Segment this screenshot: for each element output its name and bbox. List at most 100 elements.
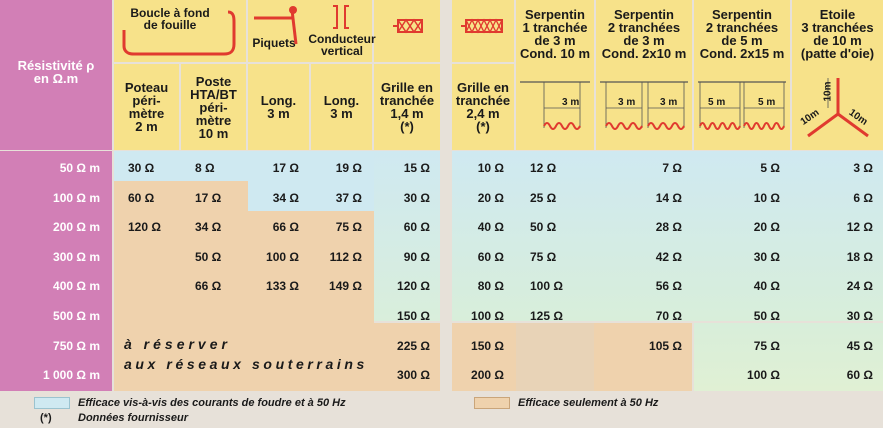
conducteur-blue-fill [311,151,374,211]
serpentin-1-dim: 3 m [562,97,580,108]
grille14-blue-fill [374,151,440,321]
col-grille14-label: Grille en tranchée 1,4 m (*) [379,80,435,134]
poteau-blue-fill [114,151,181,181]
table-cell: 50 Ω [753,309,780,323]
col-piquet-long-label: Long. 3 m [260,93,297,121]
col-grille24-label: Grille en tranchée 2,4 m (*) [455,80,511,134]
serpentin-1-diagram [520,81,590,130]
piquets-label: Piquets [252,36,296,50]
table-cell: 60 Ω [477,250,504,264]
table-cell: 66 Ω [272,220,299,234]
table-cell [311,331,372,361]
etoile-header [792,0,883,150]
table-cell: 10 Ω [753,191,780,205]
table-cell: 150 Ω [397,309,430,323]
table-cell: 66 Ω [195,279,222,293]
table-cell: 40 Ω [477,220,504,234]
table-cell: 149 Ω [329,279,362,293]
table-cell: 30 Ω [846,309,873,323]
table-cell: 225 Ω [397,339,430,353]
col-piquet-long-header [248,64,309,150]
right-lower-green [694,323,883,391]
table-cell [181,301,246,331]
col-poteau-header [114,64,179,150]
serpentin-1-header [516,0,594,150]
table-cell: 14 Ω [655,191,682,205]
serpentin-2-dim-b: 3 m [660,97,678,108]
grille24-icon [461,18,503,34]
table-cell: 37 Ω [335,191,362,205]
table-cell [516,331,594,361]
col-poste-header [181,64,246,150]
table-cell: 125 Ω [530,309,563,323]
table-cell: 75 Ω [335,220,362,234]
table-cell: 6 Ω [853,191,873,205]
col-conducteur-long-label: Long. 3 m [323,93,360,121]
table-cell: 70 Ω [655,309,682,323]
table-cell: 20 Ω [753,220,780,234]
table-cell [516,360,594,390]
serpentin-3-diagram [698,81,786,130]
boucle-icon [122,10,236,56]
resistivity-value: 400 Ω m [53,279,100,293]
col-grille24-header [452,64,514,150]
table-cell: 75 Ω [753,339,780,353]
table-cell: 50 Ω [530,220,557,234]
table-cell: 3 Ω [853,161,873,175]
table-cell: 15 Ω [403,161,430,175]
table-cell: 17 Ω [195,191,222,205]
table-cell: 45 Ω [846,339,873,353]
table-cell: 133 Ω [266,279,299,293]
table-cell [311,301,372,331]
resistivity-value: 200 Ω m [53,220,100,234]
reserve-line-2: aux réseaux souterrains [124,356,368,372]
table-cell: 28 Ω [655,220,682,234]
table-cell: 30 Ω [753,250,780,264]
table-cell: 120 Ω [128,220,161,234]
etoile-diagram [807,78,869,138]
etoile-label: Etoile 3 tranchées de 10 m (patte d'oie) [800,7,875,61]
table-cell: 7 Ω [662,161,682,175]
table-cell: 10 Ω [477,161,504,175]
table-cell: 100 Ω [266,250,299,264]
boucle-label: Boucle à fond de fouille [130,6,210,32]
resistivity-value: 500 Ω m [53,309,100,323]
boucle-group-header [114,0,246,62]
table-cell: 112 Ω [329,250,362,264]
table-cell: 75 Ω [530,250,557,264]
table-cell: 100 Ω [530,279,563,293]
resistivity-value: 100 Ω m [53,191,100,205]
grille14-beige-fill [374,323,440,391]
legend-blue-text: Efficace vis-à-vis des courants de foudr… [78,397,346,409]
table-cell: 90 Ω [403,250,430,264]
table-cell: 18 Ω [846,250,873,264]
serpentin-2-dim-a: 3 m [618,97,636,108]
table-cell: 34 Ω [272,191,299,205]
serpentin-1-label: Serpentin 1 tranchée de 3 m Cond. 10 m [519,7,591,61]
table-cell: 80 Ω [477,279,504,293]
table-cell: 12 Ω [530,161,557,175]
resistivity-value: 50 Ω m [59,161,100,175]
piquet-blue-fill [248,151,311,211]
right-lower-blank [516,323,594,391]
table-cell: 50 Ω [195,250,222,264]
grille14-icon [393,18,423,34]
table-cell: 105 Ω [649,339,682,353]
table-cell [248,301,309,331]
table-cell [114,331,179,361]
legend-star-text: Données fournisseur [78,412,189,424]
table-cell [114,271,179,301]
resistivity-header-cell [0,0,112,150]
table-cell: 30 Ω [403,191,430,205]
panel-divider [440,0,452,392]
table-cell [181,331,246,361]
table-cell [311,360,372,390]
table-cell: 60 Ω [846,368,873,382]
table-cell: 17 Ω [272,161,299,175]
table-cell: 100 Ω [471,309,504,323]
poste-blue-fill [181,151,248,181]
conducteur-label: Conducteur vertical [308,32,376,58]
col-conducteur-long-header [311,64,372,150]
table-cell: 42 Ω [655,250,682,264]
table-cell [596,360,692,390]
